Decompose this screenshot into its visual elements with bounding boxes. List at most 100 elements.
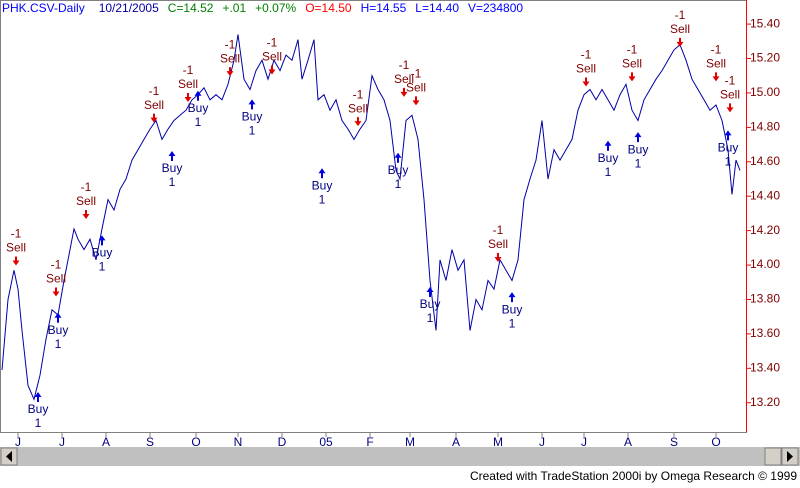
signal: Sell-1: [144, 84, 164, 123]
signal-label: Sell: [76, 194, 96, 208]
buy-arrow: [54, 312, 62, 323]
signal-label: Sell: [406, 81, 426, 95]
sell-arrow: [82, 210, 90, 220]
signal: Sell-1: [406, 67, 426, 106]
signal-qty: 1: [195, 115, 202, 129]
header-field: V=234800: [468, 1, 523, 15]
sell-arrow: [400, 87, 408, 97]
signal-label: Buy: [312, 178, 333, 192]
signal-qty: -1: [81, 180, 92, 194]
signal-qty: 1: [249, 124, 256, 138]
signal-label: Buy: [502, 302, 523, 316]
signal-label: Sell: [178, 77, 198, 91]
sell-arrow: [150, 113, 158, 123]
scroll-track[interactable]: [0, 447, 800, 466]
y-tick-label: 13.60: [750, 326, 780, 340]
signal-qty: -1: [353, 87, 364, 101]
signal-label: Buy: [188, 101, 209, 115]
buy-arrow: [394, 152, 402, 163]
signal-qty: 1: [395, 177, 402, 191]
signal-label: Buy: [628, 142, 649, 156]
header-field: C=14.52: [168, 1, 214, 15]
scroll-thumb[interactable]: [764, 447, 782, 466]
signal-label: Sell: [576, 62, 596, 76]
signal-label: Sell: [220, 51, 240, 65]
signal-label: Sell: [394, 72, 414, 86]
header-field: +.01: [222, 1, 246, 15]
signal: Sell-1: [76, 180, 96, 220]
sell-arrow: [726, 103, 734, 113]
signal-qty: -1: [183, 63, 194, 77]
header-field: +0.07%: [255, 1, 296, 15]
signal-qty: 1: [319, 192, 326, 206]
signal-qty: 1: [725, 155, 732, 169]
signal-qty: -1: [711, 43, 722, 57]
signal-label: Buy: [598, 151, 619, 165]
x-tick-label: A: [452, 435, 460, 449]
signal-label: Buy: [388, 163, 409, 177]
buy-arrow: [634, 132, 642, 143]
signal-label: Sell: [6, 241, 26, 255]
signal-qty: -1: [627, 43, 638, 57]
signal-label: Buy: [718, 141, 739, 155]
x-tick-label: J: [59, 435, 65, 449]
sell-arrow: [354, 117, 362, 127]
signal-qty: -1: [675, 8, 686, 22]
scrollbar[interactable]: [0, 447, 800, 466]
signal-qty: -1: [493, 223, 504, 237]
sell-arrow: [12, 256, 20, 266]
signal: Sell-1: [6, 227, 26, 266]
x-tick-label: A: [102, 435, 110, 449]
x-tick-label: D: [278, 435, 287, 449]
signal: Sell-1: [670, 8, 690, 47]
price-line: [1, 34, 741, 401]
signal: Sell-1: [348, 87, 368, 127]
signal-qty: 1: [605, 165, 612, 179]
header-field: O=14.50: [305, 1, 352, 15]
signal-label: Sell: [670, 22, 690, 36]
signal-qty: -1: [725, 73, 736, 87]
signal: Sell-1: [262, 36, 282, 75]
y-tick-label: 15.00: [750, 85, 780, 99]
scroll-right-arrow: [787, 451, 793, 462]
signal-label: Sell: [46, 272, 66, 286]
x-tick-label: M: [405, 435, 415, 449]
x-tick-label: O: [711, 435, 720, 449]
signal-label: Sell: [488, 237, 508, 251]
header-field: H=14.55: [361, 1, 407, 15]
signal-qty: -1: [581, 48, 592, 62]
scroll-left-arrow: [6, 451, 12, 462]
sell-arrow: [494, 253, 502, 263]
signal-label: Buy: [162, 161, 183, 175]
signal-qty: 1: [169, 175, 176, 189]
signal: Sell-1: [488, 223, 508, 263]
x-tick-label: F: [366, 435, 373, 449]
signal-label: Sell: [706, 57, 726, 71]
signal-label: Buy: [420, 297, 441, 311]
signal-qty: -1: [399, 58, 410, 72]
x-tick-label: S: [146, 435, 154, 449]
sell-arrow: [268, 65, 276, 75]
x-tick-label: M: [493, 435, 503, 449]
signal: Sell-1: [576, 48, 596, 87]
sell-arrow: [52, 287, 60, 297]
buy-arrow: [426, 286, 434, 297]
signal-qty: 1: [99, 260, 106, 274]
x-tick-label: N: [234, 435, 243, 449]
x-tick-label: O: [191, 435, 200, 449]
signal-qty: 1: [35, 416, 42, 430]
signal-label: Sell: [144, 98, 164, 112]
signal-qty: 1: [55, 337, 62, 351]
y-tick-label: 14.80: [750, 120, 780, 134]
signal-qty: 1: [509, 316, 516, 330]
sell-arrow: [184, 92, 192, 102]
signal-qty: 1: [427, 311, 434, 325]
signal-qty: -1: [149, 84, 160, 98]
